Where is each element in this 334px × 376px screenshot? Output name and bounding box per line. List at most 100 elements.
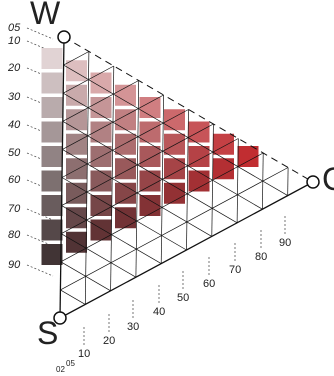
color-swatch [41,97,63,118]
whiteness-ticks [26,27,54,277]
grid-line-chroma [135,80,140,278]
black-vertex-label: S [37,315,58,351]
chromaticness-label-50: 50 [177,292,189,304]
color-swatch [115,182,136,204]
grid-line-blackness [62,120,238,224]
color-swatch [90,195,112,216]
grid-line-blackness [61,233,137,278]
chromaticness-label-40: 40 [153,306,165,318]
color-swatch [90,219,112,241]
color-swatch [66,84,87,106]
color-swatch [188,170,210,192]
whiteness-label-50: 50 [8,147,21,159]
color-swatch [41,48,63,69]
color-swatch [115,158,136,180]
grid-line-blackness [61,177,187,251]
triangle-grid-lines [59,36,314,319]
whiteness-tick [26,124,54,137]
grid-line-whiteness [60,167,289,291]
chromatic-vertex-label: C [322,161,334,197]
whiteness-label-40: 40 [8,119,21,131]
whiteness-label-90: 90 [8,259,21,271]
color-swatch [115,84,136,106]
grid-line-blackness [63,64,288,196]
color-swatch [90,97,112,118]
chromaticness-label-30: 30 [127,321,139,333]
grid-line-whiteness [62,94,164,150]
grid-line-whiteness [63,51,90,66]
color-swatch [139,97,161,118]
color-swatch [139,170,161,192]
whiteness-tick [26,152,54,165]
color-swatch [188,146,210,167]
chromaticness-label-90: 90 [279,237,291,249]
chromaticness-label-80: 80 [255,251,267,263]
color-swatch [41,121,63,143]
whiteness-label-05: 05 [8,22,21,34]
color-swatch [164,182,185,204]
color-swatch [41,170,63,192]
color-swatch [41,244,63,265]
color-swatch [41,195,63,216]
grid-line-chroma [236,138,239,223]
color-swatch [66,182,87,204]
color-swatch [115,207,136,229]
color-swatch [164,133,185,155]
chromaticness-label-10: 10 [78,348,90,360]
whiteness-tick [26,67,54,80]
color-swatch [41,146,63,167]
color-swatch [164,109,185,131]
color-swatch [213,133,234,155]
color-swatch [90,170,112,192]
color-swatch [90,72,112,94]
white-vertex-marker [57,30,71,44]
chromaticness-label-70: 70 [229,264,241,276]
color-swatch [164,158,185,180]
whiteness-tick [26,179,54,192]
whiteness-tick [26,208,54,221]
grid-line-chroma [186,109,189,251]
chromaticness-leaders [83,214,286,345]
whiteness-tick [26,264,54,277]
chromaticness-label-20: 20 [103,335,115,347]
color-swatch [237,146,259,167]
chromaticness-scale-labels: 10 20 30 40 50 60 70 80 90 [78,237,291,360]
whiteness-tick [26,40,54,53]
grid-line-whiteness [62,80,139,122]
whiteness-tick [26,96,54,109]
grid-line-whiteness [61,138,239,235]
grid-line-whiteness [61,109,189,178]
color-swatch [213,158,234,180]
chromaticness-label-60: 60 [203,278,215,290]
color-swatch [66,158,87,180]
whiteness-label-60: 60 [8,174,21,186]
whiteness-label-70: 70 [8,203,21,215]
grid-line-whiteness [63,65,114,94]
whiteness-tick [26,27,54,40]
whiteness-tick [26,234,54,247]
whiteness-label-20: 20 [7,62,21,74]
color-swatch [139,195,161,216]
bottom-label-05: 05 [66,359,75,368]
black-vertex-marker [53,311,67,325]
bottom-label-02: 02 [56,365,65,374]
whiteness-label-10: 10 [8,35,21,47]
color-swatch [66,60,87,82]
color-swatch [66,133,87,155]
grid-line-blackness [60,289,86,305]
grid-line-chroma [84,51,90,305]
grid-line-whiteness [61,123,214,206]
chromatic-vertex-marker [306,175,320,189]
grid-line-whiteness [60,152,264,263]
whiteness-label-80: 80 [8,229,21,241]
color-swatch [66,109,87,131]
color-swatch [115,109,136,131]
color-swatch [139,121,161,143]
whiteness-label-30: 30 [8,91,21,103]
color-swatch [115,133,136,155]
color-swatch [41,219,63,241]
color-swatch [41,72,63,94]
